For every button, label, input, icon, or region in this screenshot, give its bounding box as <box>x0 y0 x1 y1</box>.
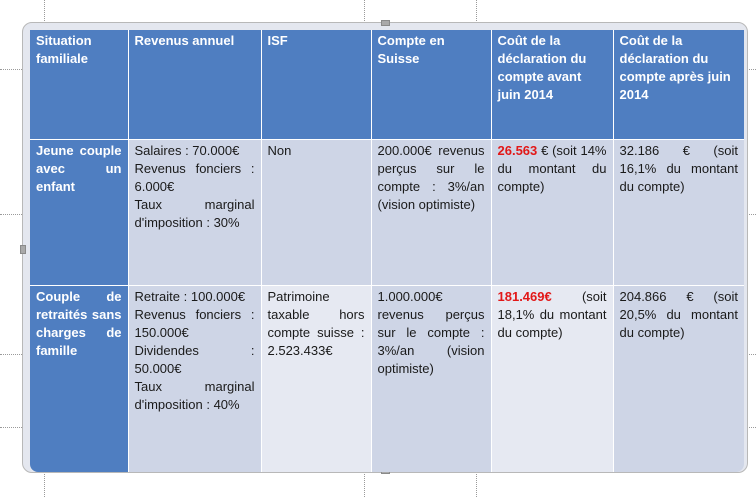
cell-compte: 200.000€ revenus perçus sur le compte : … <box>370 138 491 285</box>
cell-cout-avant: 26.563 € (soit 14% du montant du compte) <box>490 138 613 285</box>
cell-cout-avant: 181.469€ (soit 18,1% du montant du compt… <box>490 284 613 472</box>
cost-detail: (soit 18,1% du montant du compte) <box>497 288 607 340</box>
revenus-line: Taux marginal d'imposition : 30% <box>134 196 255 230</box>
revenus-line: Salaires : 70.000€ <box>134 142 240 158</box>
header-cout-avant: Coût de la déclaration du compte avant j… <box>490 30 613 139</box>
cost-detail: € (soit 14% du montant du compte) <box>497 142 607 194</box>
revenus-line: Revenus fonciers : 6.000€ <box>134 160 255 194</box>
cell-revenus: Salaires : 70.000€ Revenus fonciers : 6.… <box>127 138 261 285</box>
resize-handle-left[interactable] <box>20 245 26 254</box>
cell-isf: Patrimoine taxable hors compte suisse : … <box>260 284 371 472</box>
cost-amount-highlight: 26.563 <box>497 142 538 158</box>
cell-isf: Non <box>260 138 371 285</box>
cell-situation: Couple de retraités sans charges de fami… <box>30 284 128 472</box>
cell-cout-apres: 32.186 € (soit 16,1% du montant du compt… <box>612 138 744 285</box>
header-row: Situation familiale Revenus annuel ISF C… <box>30 30 744 139</box>
revenus-line: Dividendes : 50.000€ <box>134 342 255 376</box>
table-row: Couple de retraités sans charges de fami… <box>30 284 744 472</box>
cell-situation: Jeune couple avec un enfant <box>30 138 128 285</box>
header-isf: ISF <box>260 30 371 139</box>
revenus-line: Taux marginal d'imposition : 40% <box>134 378 255 412</box>
header-cout-apres: Coût de la déclaration du compte après j… <box>612 30 744 139</box>
revenus-line: Retraite : 100.000€ <box>134 288 246 304</box>
cell-revenus: Retraite : 100.000€ Revenus fonciers : 1… <box>127 284 261 472</box>
resize-handle-top[interactable] <box>381 20 390 26</box>
header-revenus: Revenus annuel <box>127 30 261 139</box>
header-situation: Situation familiale <box>30 30 128 139</box>
cell-compte: 1.000.000€ revenus perçus sur le compte … <box>370 284 491 472</box>
cost-amount-highlight: 181.469€ <box>497 288 552 304</box>
cell-cout-apres: 204.866 € (soit 20,5% du montant du comp… <box>612 284 744 472</box>
table-row: Jeune couple avec un enfant Salaires : 7… <box>30 138 744 285</box>
header-compte: Compte en Suisse <box>370 30 491 139</box>
cost-comparison-table: Situation familiale Revenus annuel ISF C… <box>30 30 744 472</box>
revenus-line: Revenus fonciers : 150.000€ <box>134 306 255 340</box>
